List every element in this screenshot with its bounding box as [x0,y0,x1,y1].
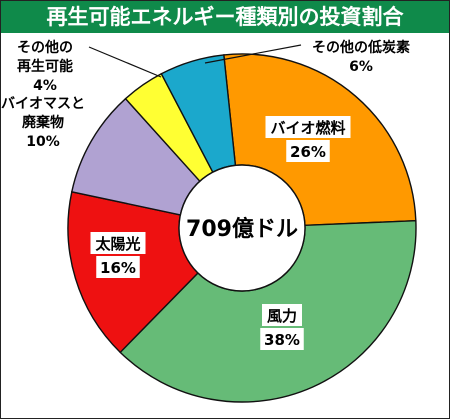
center-total-label: 709億ドル [186,216,298,242]
slice-percent-bg [260,328,304,350]
slice-label-bg [265,116,351,138]
slice-category-label: 太陽光 [95,235,140,253]
slice-category-label: その他の低炭素 [312,39,410,56]
slice-category-label: バイオ燃料 [270,119,345,137]
slice-percent-label: 10% [26,134,60,150]
slice-percent-label: 38% [264,331,300,349]
slice-label-bg [90,232,146,254]
title-bar [1,1,449,33]
slice-category-label: 再生可能 [17,58,73,75]
leader-line [204,44,302,64]
slice-percent-bg [96,256,140,278]
slice-percent-label: 6% [349,59,373,75]
slice-category-label: バイオマスと [1,96,85,112]
slice-percent-bg [286,140,330,162]
donut-hole [178,164,306,292]
slice-category-label: 廃棄物 [22,114,64,131]
slice-percent-label: 4% [33,78,57,94]
leader-line [88,46,162,78]
slice-label-6: その他の低炭素 6% [204,39,410,75]
slice-label-2: 風力 38% [260,304,304,350]
slice-label-bg [262,304,302,326]
chart-title: 再生可能エネルギー種類別の投資割合 [46,5,404,29]
slice-category-label: その他の [17,39,73,56]
slice-percent-label: 26% [290,143,326,161]
slice-category-label: 風力 [267,307,297,325]
slice-percent-label: 16% [100,259,136,277]
slice-label-1: バイオ燃料 26% [265,116,351,162]
slice-label-3: 太陽光 16% [90,232,146,278]
